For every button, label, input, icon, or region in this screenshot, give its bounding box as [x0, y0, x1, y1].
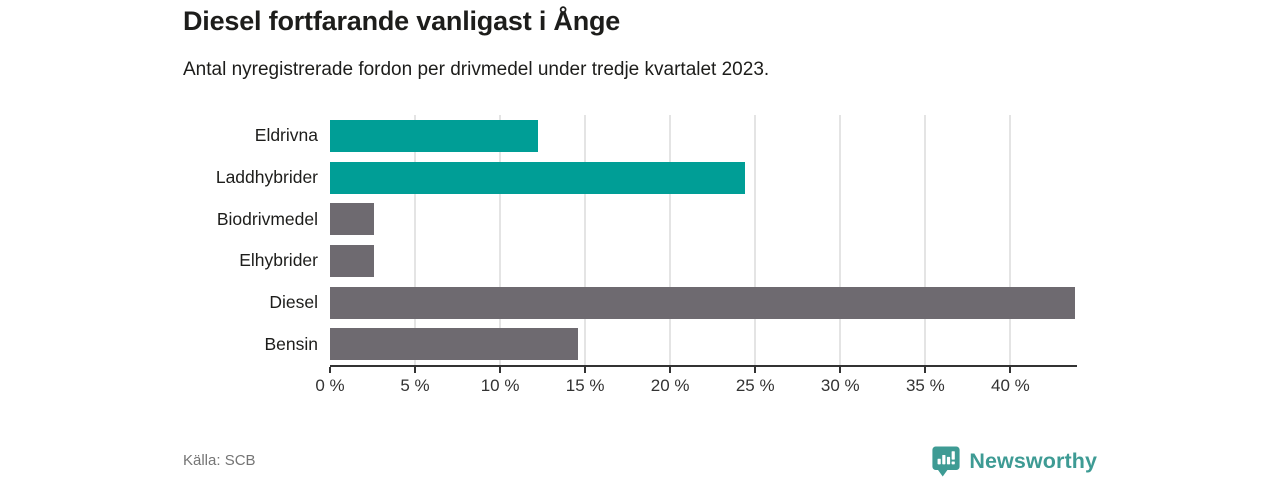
- category-label-elhybrider: Elhybrider: [239, 250, 318, 271]
- gridline-30: [839, 115, 842, 365]
- chart-title: Diesel fortfarande vanligast i Ånge: [183, 6, 621, 36]
- x-tick-label-40: 40 %: [990, 376, 1030, 395]
- gridline-40: [1009, 115, 1012, 365]
- x-tick-label-35: 35 %: [905, 376, 945, 395]
- newsworthy-logo-icon: [931, 445, 961, 478]
- x-tick-label-15: 15 %: [565, 376, 605, 395]
- x-tick-label-10: 10 %: [480, 376, 520, 395]
- x-tick-label-30: 30 %: [820, 376, 860, 395]
- category-label-biodrivmedel: Biodrivmedel: [216, 208, 318, 229]
- gridline-5: [414, 115, 417, 365]
- x-tick-30: [839, 367, 842, 373]
- x-tick-5: [414, 367, 417, 373]
- x-tick-label-5: 5 %: [400, 376, 430, 395]
- x-tick-35: [924, 367, 927, 373]
- category-label-bensin: Bensin: [264, 333, 318, 354]
- category-label-eldrivna: Eldrivna: [254, 125, 318, 146]
- newsworthy-logo-text: Newsworthy: [969, 449, 1097, 473]
- x-tick-20: [669, 367, 672, 373]
- bar-diesel: [330, 286, 1075, 319]
- x-tick-label-20: 20 %: [650, 376, 690, 395]
- bar-eldrivna: [330, 119, 538, 152]
- newsworthy-logo: Newsworthy: [931, 445, 1097, 478]
- gridline-25: [754, 115, 757, 365]
- x-tick-25: [754, 367, 757, 373]
- gridline-15: [584, 115, 587, 365]
- x-tick-label-25: 25 %: [735, 376, 775, 395]
- x-axis-line: [330, 365, 1077, 367]
- bar-laddhybrider: [330, 161, 746, 194]
- category-label-diesel: Diesel: [269, 291, 318, 312]
- gridline-35: [924, 115, 927, 365]
- source-note: Källa: SCB: [183, 452, 256, 469]
- x-tick-label-0: 0 %: [315, 376, 345, 395]
- chart-subtitle: Antal nyregistrerade fordon per drivmede…: [183, 59, 770, 80]
- x-tick-10: [499, 367, 502, 373]
- bar-bensin: [330, 328, 579, 361]
- x-tick-15: [584, 367, 587, 373]
- x-tick-40: [1009, 367, 1012, 373]
- bar-elhybrider: [330, 244, 375, 277]
- bar-biodrivmedel: [330, 203, 375, 236]
- category-label-laddhybrider: Laddhybrider: [215, 166, 318, 187]
- gridline-20: [669, 115, 672, 365]
- gridline-10: [499, 115, 502, 365]
- x-tick-0: [329, 367, 331, 373]
